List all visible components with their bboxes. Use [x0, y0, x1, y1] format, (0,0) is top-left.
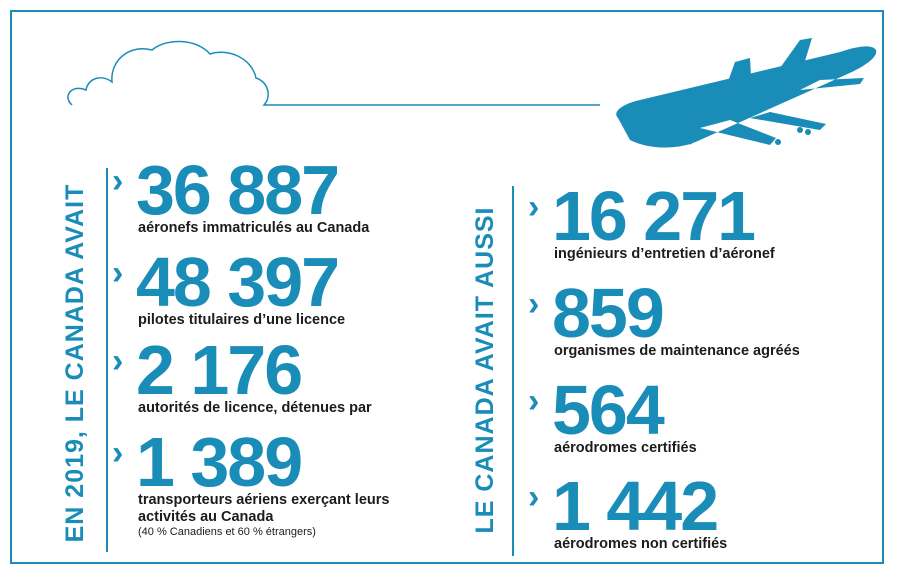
airplane — [616, 38, 876, 148]
stat-number: 1 442 — [552, 476, 834, 536]
stat-label: autorités de licence, détenues par — [138, 400, 418, 417]
stat-label: organismes de maintenance agréés — [554, 343, 834, 360]
stat-number: 48 397 — [136, 252, 418, 312]
chevron: › — [112, 162, 123, 201]
column-heading: EN 2019, LE CANADA AVAIT — [60, 168, 90, 558]
stat-label: aérodromes certifiés — [554, 440, 834, 457]
stat-label: pilotes titulaires d’une licence — [138, 312, 418, 329]
stat-number: 564 — [552, 380, 834, 440]
chevron: › — [112, 434, 123, 473]
stat-number: 859 — [552, 283, 834, 343]
stat-number: 16 271 — [552, 186, 834, 246]
chevron: › — [528, 382, 539, 421]
chevron: › — [528, 188, 539, 227]
chevron: › — [112, 342, 123, 381]
column-heading: LE CANADA AVAIT AUSSI — [470, 180, 500, 560]
stat-note: (40 % Canadiens et 60 % étrangers) — [138, 526, 418, 539]
page: EN 2019, LE CANADA AVAIT › 36 887aéronefs … — [0, 0, 899, 576]
chevron: › — [528, 285, 539, 324]
stat-number: 2 176 — [136, 340, 418, 400]
stat-number: 1 389 — [136, 432, 418, 492]
chevron: › — [112, 254, 123, 293]
stat-label: aéronefs immatriculés au Canada — [138, 220, 418, 237]
divider — [106, 168, 108, 552]
stat-label: transporteurs aériens exerçant leurs act… — [138, 492, 418, 526]
chevron: › — [528, 478, 539, 517]
divider — [512, 186, 514, 556]
stat-label: ingénieurs d’entretien d’aéronef — [554, 246, 834, 263]
cloud — [68, 41, 600, 105]
stat-label: aérodromes non certifiés — [554, 536, 834, 553]
stat-number: 36 887 — [136, 160, 418, 220]
